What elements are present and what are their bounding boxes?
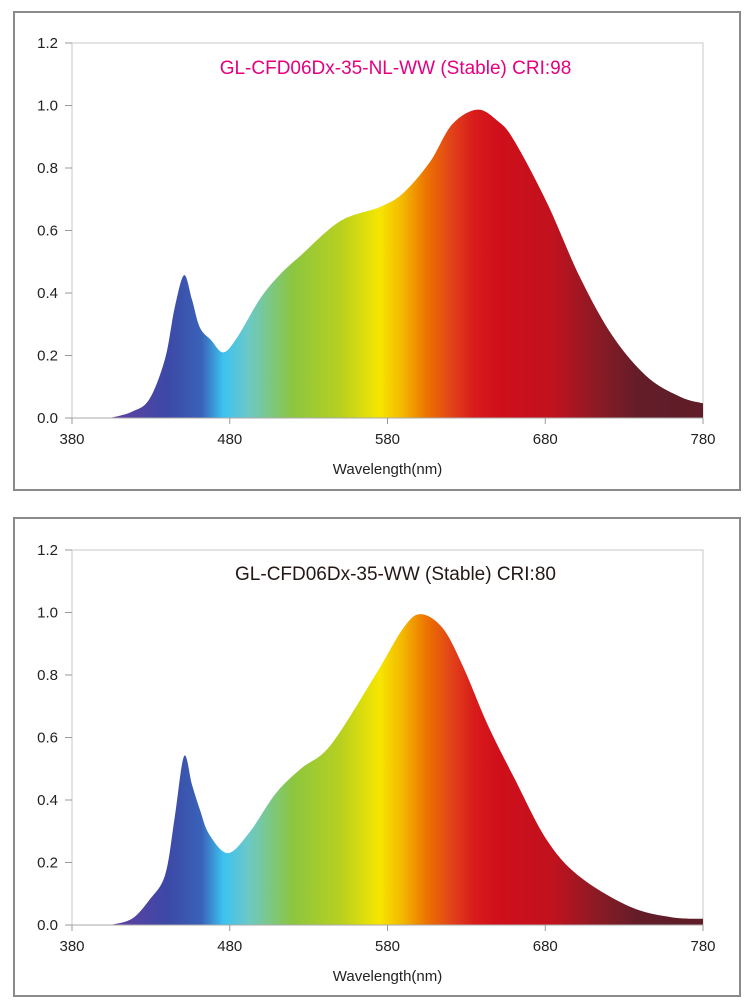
x-axis-title: Wavelength(nm): [333, 461, 442, 478]
spectrum-area: [109, 109, 704, 418]
x-tick-label: 780: [690, 431, 715, 448]
x-axis-title: Wavelength(nm): [333, 968, 442, 985]
x-tick-label: 480: [217, 431, 242, 448]
y-tick-label: 0.4: [37, 792, 58, 809]
x-tick-label: 680: [533, 938, 558, 955]
x-tick-label: 380: [59, 938, 84, 955]
y-tick-label: 1.2: [37, 542, 58, 559]
x-tick-label: 480: [217, 938, 242, 955]
x-tick-label: 780: [690, 938, 715, 955]
x-tick-label: 580: [375, 938, 400, 955]
y-tick-label: 0.0: [37, 410, 58, 427]
x-tick-label: 380: [59, 431, 84, 448]
y-tick-label: 0.0: [37, 917, 58, 934]
y-tick-label: 0.8: [37, 160, 58, 177]
x-tick-label: 580: [375, 431, 400, 448]
y-tick-label: 1.0: [37, 98, 58, 115]
spectrum-area: [109, 614, 704, 925]
x-tick-label: 680: [533, 431, 558, 448]
y-tick-label: 0.2: [37, 855, 58, 872]
chart-panel-cri80: 0.0 0.2 0.4 0.6 0.8 1.0 1.2 380 480 580 680 780 Wave…: [13, 517, 741, 997]
y-tick-label: 0.2: [37, 348, 58, 365]
y-tick-label: 1.2: [37, 35, 58, 52]
chart-title: GL-CFD06Dx-35-WW (Stable) CRI:80: [235, 564, 556, 585]
y-tick-label: 1.0: [37, 605, 58, 622]
y-tick-label: 0.6: [37, 730, 58, 747]
chart-panel-cri98: 0.0 0.2 0.4 0.6 0.8 1.0 1.2 380 480 580 680 780 Wave…: [13, 11, 741, 491]
y-tick-label: 0.4: [37, 285, 58, 302]
y-tick-label: 0.6: [37, 223, 58, 240]
y-tick-label: 0.8: [37, 667, 58, 684]
chart-title: GL-CFD06Dx-35-NL-WW (Stable) CRI:98: [220, 58, 572, 79]
